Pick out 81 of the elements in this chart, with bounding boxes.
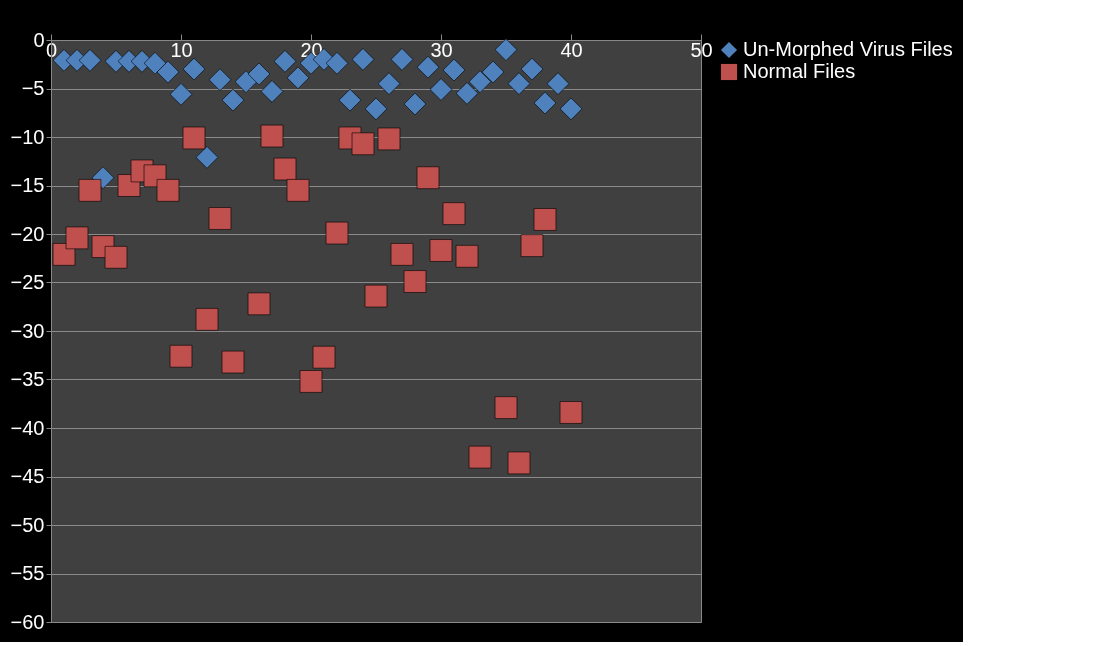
- point: [403, 92, 427, 116]
- point: [65, 226, 89, 250]
- point: [533, 208, 557, 231]
- y-tick-label: −25: [10, 271, 45, 293]
- point: [416, 166, 440, 189]
- y-tick-label: −5: [21, 77, 45, 99]
- point: [494, 38, 518, 61]
- point: [494, 396, 518, 419]
- point: [169, 83, 193, 106]
- point: [208, 207, 232, 230]
- y-tick-label: −40: [10, 416, 45, 439]
- point: [286, 179, 310, 202]
- point: [351, 132, 375, 156]
- point: [260, 124, 284, 148]
- y-tick-label: −20: [10, 222, 45, 245]
- point: [260, 80, 284, 103]
- point: [559, 97, 583, 121]
- point: [182, 126, 206, 150]
- point: [221, 88, 245, 112]
- point: [390, 243, 414, 266]
- point: [364, 284, 388, 308]
- point: [221, 350, 245, 374]
- y-tick-label: −35: [10, 368, 45, 390]
- y-tick-label: −15: [10, 174, 45, 196]
- point: [377, 127, 401, 151]
- legend-label: Normal Files: [743, 60, 856, 82]
- point: [325, 52, 349, 75]
- point: [546, 72, 570, 95]
- y-tick-label: −55: [10, 562, 45, 584]
- point: [377, 72, 401, 95]
- point: [390, 48, 414, 71]
- point: [312, 345, 336, 369]
- point: [442, 58, 466, 82]
- point: [468, 445, 492, 469]
- y-tick-label: −60: [10, 610, 45, 633]
- point: [429, 239, 453, 262]
- point: [520, 57, 544, 81]
- point: [156, 179, 180, 202]
- x-tick-label: 40: [560, 38, 583, 61]
- x-tick-label: 30: [430, 38, 453, 61]
- x-tick-label: 50: [690, 38, 713, 61]
- point: [533, 91, 557, 115]
- point: [156, 60, 180, 84]
- y-tick-label: −45: [10, 465, 45, 487]
- point: [455, 82, 479, 105]
- point: [416, 55, 440, 79]
- x-tick-label: 10: [170, 38, 193, 61]
- point: [351, 48, 375, 71]
- point: [273, 157, 297, 181]
- point: [442, 202, 466, 225]
- point: [299, 370, 323, 393]
- y-tick-label: −10: [10, 125, 45, 148]
- point: [247, 62, 271, 86]
- point: [195, 308, 219, 331]
- point: [143, 52, 167, 75]
- point: [78, 179, 102, 202]
- point: [104, 246, 128, 269]
- point: [520, 234, 544, 257]
- point: [338, 88, 362, 112]
- point: [455, 245, 479, 268]
- point: [208, 68, 232, 92]
- point: [481, 60, 505, 84]
- point: [195, 146, 219, 169]
- point: [182, 57, 206, 81]
- point: [325, 221, 349, 245]
- y-tick-label: −30: [10, 319, 45, 342]
- point: [468, 70, 492, 93]
- point: [507, 72, 531, 95]
- point: [286, 66, 310, 90]
- point: [559, 401, 583, 424]
- point: [234, 70, 258, 93]
- y-tick-label: −50: [10, 513, 45, 536]
- point: [429, 78, 453, 101]
- point: [169, 344, 193, 368]
- point: [247, 292, 271, 316]
- point: [364, 97, 388, 121]
- point: [507, 451, 531, 475]
- legend-label: Un-Morphed Virus Files: [743, 38, 953, 60]
- point: [403, 270, 427, 293]
- point: [78, 49, 102, 72]
- point: [273, 50, 297, 73]
